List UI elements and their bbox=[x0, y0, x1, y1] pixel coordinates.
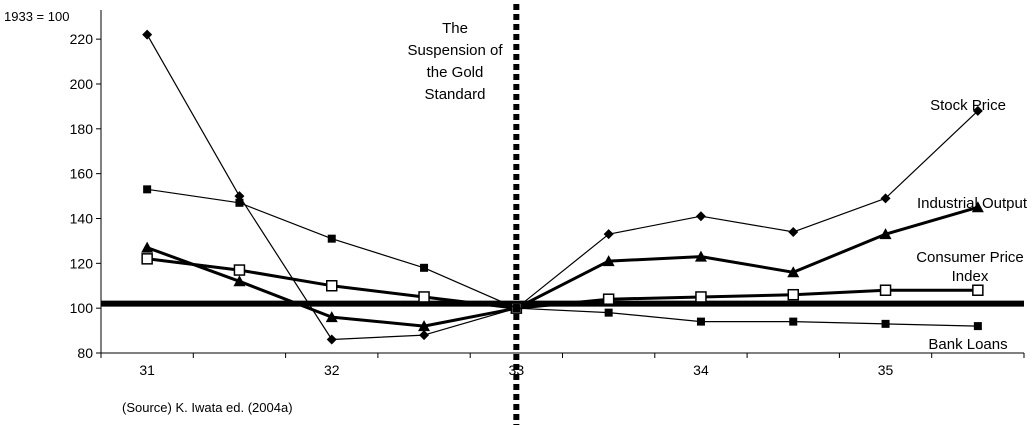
data-point bbox=[879, 284, 892, 296]
data-point bbox=[325, 311, 338, 323]
series-label-industrial-output: Industrial Output bbox=[917, 195, 1028, 212]
data-point bbox=[972, 105, 983, 116]
y-axis-label: 1933 = 100 bbox=[4, 9, 69, 24]
series-industrial-output bbox=[141, 201, 984, 332]
data-point bbox=[233, 264, 246, 276]
series-consumer-price-index bbox=[141, 253, 984, 314]
series-label-consumer-price-index: Consumer Price bbox=[916, 249, 1024, 266]
data-point bbox=[788, 226, 799, 237]
data-point bbox=[602, 293, 615, 305]
data-point bbox=[789, 317, 798, 326]
x-tick-label: 35 bbox=[878, 362, 894, 378]
event-label-line: the Gold bbox=[427, 64, 484, 81]
data-point bbox=[602, 255, 615, 267]
data-point bbox=[235, 198, 244, 207]
x-tick-label: 31 bbox=[139, 362, 155, 378]
event-line-group: The Suspension of the Gold Standard bbox=[407, 4, 520, 425]
event-label-line: Standard bbox=[425, 86, 486, 103]
data-point bbox=[696, 317, 705, 326]
series-line bbox=[146, 34, 979, 341]
data-point bbox=[419, 330, 430, 341]
series-label-stock-price: Stock Price bbox=[930, 97, 1006, 114]
y-tick-label: 80 bbox=[77, 345, 93, 361]
data-point bbox=[695, 291, 707, 303]
y-tick-label: 220 bbox=[70, 31, 94, 47]
y-tick-label: 120 bbox=[70, 255, 94, 271]
event-label-line: Suspension of bbox=[407, 42, 503, 59]
series-bank-loans bbox=[143, 185, 982, 331]
data-point bbox=[880, 193, 891, 204]
data-point bbox=[604, 308, 613, 317]
data-point bbox=[327, 234, 336, 243]
data-point bbox=[603, 229, 614, 240]
data-point bbox=[418, 320, 431, 332]
data-point bbox=[326, 279, 338, 292]
data-point bbox=[973, 322, 982, 331]
data-point bbox=[420, 263, 429, 272]
data-point bbox=[879, 228, 892, 240]
axes bbox=[96, 10, 1025, 358]
y-tick-labels: 80 100 120 140 160 180 200 220 bbox=[70, 31, 94, 361]
data-point bbox=[143, 185, 152, 194]
series-label-consumer-price-index: Index bbox=[952, 268, 989, 285]
data-point bbox=[234, 191, 245, 202]
data-point bbox=[787, 288, 799, 301]
data-point bbox=[971, 201, 984, 213]
data-point bbox=[694, 250, 707, 262]
series-label-bank-loans: Bank Loans bbox=[928, 336, 1007, 353]
data-point bbox=[418, 291, 430, 303]
data-point bbox=[141, 241, 154, 253]
source-note: (Source) K. Iwata ed. (2004a) bbox=[122, 400, 293, 415]
series-line bbox=[147, 188, 978, 327]
data-point bbox=[142, 29, 153, 40]
y-tick-label: 180 bbox=[70, 121, 94, 137]
data-point bbox=[881, 319, 890, 328]
data-point bbox=[695, 211, 706, 222]
data-point bbox=[787, 266, 800, 278]
x-tick-label: 34 bbox=[693, 362, 709, 378]
series-labels: Stock Price Industrial Output Consumer Pri… bbox=[916, 97, 1028, 353]
series-group bbox=[141, 29, 984, 345]
x-tick-label: 32 bbox=[324, 362, 340, 378]
y-tick-label: 200 bbox=[70, 76, 94, 92]
event-label-line: The bbox=[442, 20, 468, 37]
y-tick-label: 100 bbox=[70, 300, 94, 316]
data-point bbox=[326, 334, 337, 345]
series-stock-price bbox=[142, 29, 983, 345]
data-point bbox=[972, 284, 984, 296]
series-line bbox=[147, 257, 978, 310]
y-tick-label: 160 bbox=[70, 166, 94, 182]
series-line bbox=[146, 205, 979, 328]
data-point bbox=[141, 253, 153, 265]
y-tick-label: 140 bbox=[70, 210, 94, 226]
data-point bbox=[233, 275, 246, 287]
